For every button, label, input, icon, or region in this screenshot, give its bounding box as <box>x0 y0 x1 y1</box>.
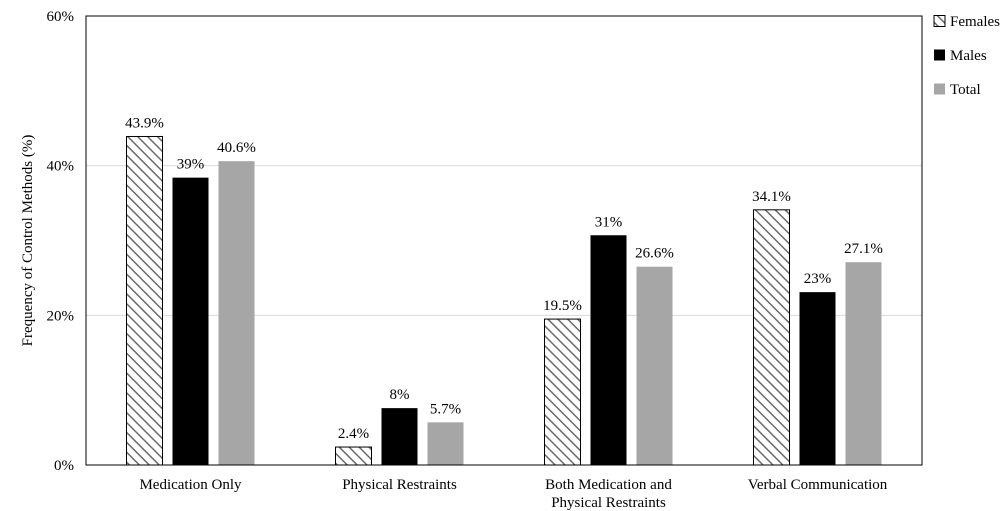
x-category-label: Physical Restraints <box>342 477 457 493</box>
y-tick-label: 0% <box>54 458 74 474</box>
y-axis-title: Frequency of Control Methods (%) <box>20 135 36 347</box>
bar-total-2 <box>636 266 673 465</box>
bars <box>126 135 882 466</box>
bar-females-2 <box>544 318 581 466</box>
x-category-label: Medication Only <box>139 477 242 493</box>
y-tick-label: 40% <box>47 159 75 175</box>
legend-label-males: Males <box>950 48 987 64</box>
bar-females-1 <box>335 446 372 466</box>
legend-swatch-total <box>934 83 945 95</box>
bar-males-2 <box>590 235 627 465</box>
x-category-label: Verbal Communication <box>748 477 888 493</box>
legend-swatch-males <box>934 49 945 61</box>
x-category-label: Both Medication and Physical Restraints <box>545 477 672 511</box>
bar-males-3 <box>799 292 836 465</box>
bar-males-1 <box>381 408 418 465</box>
y-tick-label: 20% <box>47 308 75 324</box>
y-tick-label: 60% <box>47 9 75 25</box>
data-label: 27.1% <box>844 241 883 257</box>
data-label: 40.6% <box>217 140 256 156</box>
data-label: 43.9% <box>125 115 164 131</box>
axes: 0% 20% 40% 60% Medication Only Physical Restr… <box>20 9 923 511</box>
legend: Females Males Total <box>933 14 1000 98</box>
data-label: 2.4% <box>338 426 369 442</box>
bar-females-0 <box>126 135 163 466</box>
legend-swatch-females <box>933 15 946 27</box>
bar-males-0 <box>172 177 209 465</box>
data-label: 39% <box>177 157 205 173</box>
plot-frame <box>85 15 923 466</box>
bar-total-3 <box>845 262 882 465</box>
data-labels: 43.9% 39% 40.6% 2.4% 8% 5.7% 19.5% 31% 26.6% 34.1… <box>125 115 883 442</box>
data-label: 34.1% <box>752 189 791 205</box>
legend-label-females: Females <box>950 14 1000 30</box>
data-label: 8% <box>390 387 410 403</box>
data-label: 19.5% <box>543 298 582 314</box>
data-label: 31% <box>595 214 623 230</box>
gridlines <box>86 165 922 316</box>
data-label: 26.6% <box>635 246 674 262</box>
data-label: 5.7% <box>430 401 461 417</box>
legend-label-total: Total <box>950 82 981 98</box>
bar-total-1 <box>427 422 464 465</box>
data-label: 23% <box>804 271 832 287</box>
bar-females-3 <box>753 209 790 466</box>
bar-total-0 <box>218 161 255 465</box>
